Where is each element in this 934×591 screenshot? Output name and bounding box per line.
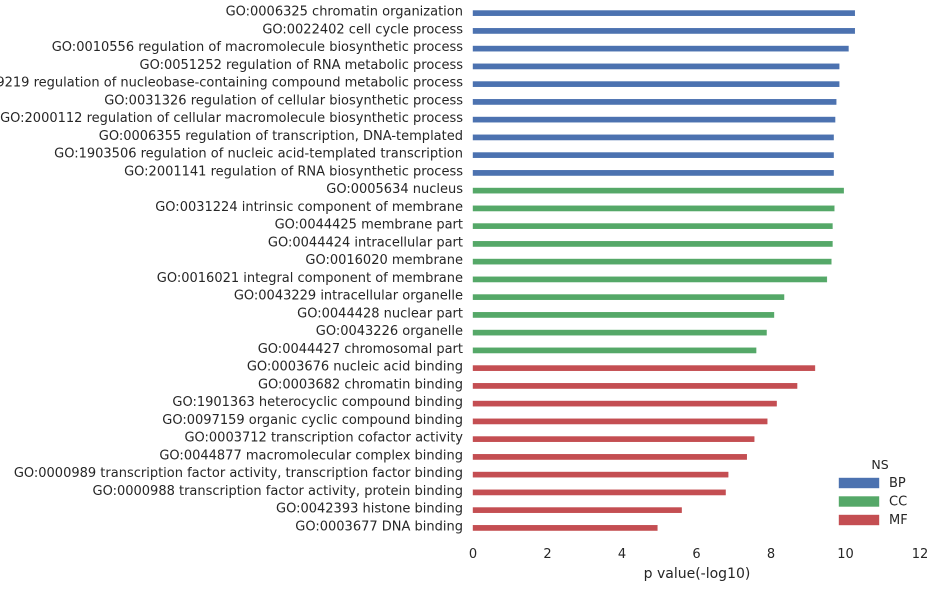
bar-bp [472, 116, 836, 123]
y-tick-label: GO:0044425 membrane part [275, 218, 463, 233]
y-tick-label: GO:0006325 chromatin organization [226, 5, 463, 20]
legend-label-cc: CC [889, 495, 907, 510]
y-tick-label: GO:2000112 regulation of cellular macrom… [0, 111, 463, 126]
y-tick-label: GO:0097159 organic cyclic compound bindi… [162, 413, 463, 428]
bar-mf [472, 418, 768, 425]
bar-cc [472, 187, 844, 194]
bar-bp [472, 63, 840, 70]
y-tick-label: GO:0003676 nucleic acid binding [247, 360, 463, 375]
bar-cc [472, 223, 833, 230]
y-tick-label: GO:0003682 chromatin binding [258, 377, 463, 392]
y-tick-label: GO:0000989 transcription factor activity… [14, 466, 463, 481]
y-tick-label: GO:0042393 histone binding [276, 502, 463, 517]
y-tick-label: GO:0044428 nuclear part [297, 306, 463, 321]
y-tick-label: GO:0022402 cell cycle process [262, 22, 463, 37]
x-axis-label: p value(-log10) [644, 566, 751, 582]
bar-cc [472, 258, 832, 265]
x-tick-label: 8 [767, 547, 775, 562]
y-tick-label: GO:0010556 regulation of macromolecule b… [52, 40, 463, 55]
legend-swatch-mf [838, 514, 880, 526]
bar-bp [472, 81, 840, 88]
y-tick-label: GO:0031224 intrinsic component of membra… [155, 200, 463, 215]
bar-cc [472, 294, 785, 301]
bar-bp [472, 99, 837, 105]
bar-mf [472, 471, 729, 478]
y-tick-label: GO:0044427 chromosomal part [258, 342, 463, 357]
legend-title: NS [871, 457, 888, 472]
x-tick-label: 6 [692, 547, 700, 562]
bar-mf [472, 400, 777, 407]
y-tick-label: GO:0003677 DNA binding [295, 519, 463, 534]
legend-swatch-cc [838, 496, 880, 507]
y-tick-label: GO:0006355 regulation of transcription, … [99, 129, 463, 144]
bar-bp [472, 10, 856, 17]
bar-cc [472, 276, 828, 283]
bar-cc [472, 312, 775, 318]
y-tick-label: GO:0044877 macromolecular complex bindin… [159, 448, 463, 463]
bar-cc [472, 329, 767, 336]
legend-label-bp: BP [889, 476, 906, 491]
bar-mf [472, 436, 755, 443]
y-tick-label: GO:0016021 integral component of membran… [157, 271, 463, 286]
y-tick-label: GO:0000988 transcription factor activity… [93, 484, 464, 499]
bar-mf [472, 365, 816, 372]
y-tick-label: GO:1901363 heterocyclic compound binding [172, 395, 463, 410]
y-tick-label: GO:0005634 nucleus [326, 182, 463, 197]
y-tick-label: GO:0016020 membrane [305, 253, 463, 268]
legend-swatch-bp [838, 477, 880, 489]
bar-mf [472, 383, 798, 389]
x-tick-label: 2 [543, 547, 551, 562]
x-tick-label: 12 [912, 547, 929, 562]
y-tick-label: GO:0043229 intracellular organelle [234, 289, 463, 304]
legend-label-mf: MF [889, 513, 908, 528]
bar-cc [472, 205, 835, 212]
bar-bp [472, 152, 834, 159]
bar-mf [472, 507, 682, 514]
bar-cc [472, 347, 757, 354]
x-tick-label: 0 [469, 547, 477, 562]
y-tick-label: GO:0003712 transcription cofactor activi… [184, 431, 463, 446]
y-tick-label: GO:0044424 intracellular part [268, 235, 463, 250]
y-tick-label: GO:0031326 regulation of cellular biosyn… [104, 93, 463, 108]
bar-mf [472, 454, 747, 460]
bar-mf [472, 489, 726, 496]
y-tick-label: GO:0019219 regulation of nucleobase-cont… [0, 76, 463, 91]
y-tick-label: GO:0051252 regulation of RNA metabolic p… [140, 58, 464, 73]
y-tick-label: GO:2001141 regulation of RNA biosyntheti… [124, 164, 463, 179]
y-tick-label: GO:1903506 regulation of nucleic acid-te… [54, 147, 463, 162]
bar-mf [472, 525, 658, 531]
x-tick-label: 10 [837, 547, 854, 562]
bar-bp [472, 134, 834, 141]
bar-bp [472, 45, 849, 52]
bar-bp [472, 170, 834, 176]
x-tick-label: 4 [618, 547, 626, 562]
y-tick-label: GO:0043226 organelle [316, 324, 463, 339]
bar-bp [472, 28, 856, 34]
bar-cc [472, 241, 833, 247]
